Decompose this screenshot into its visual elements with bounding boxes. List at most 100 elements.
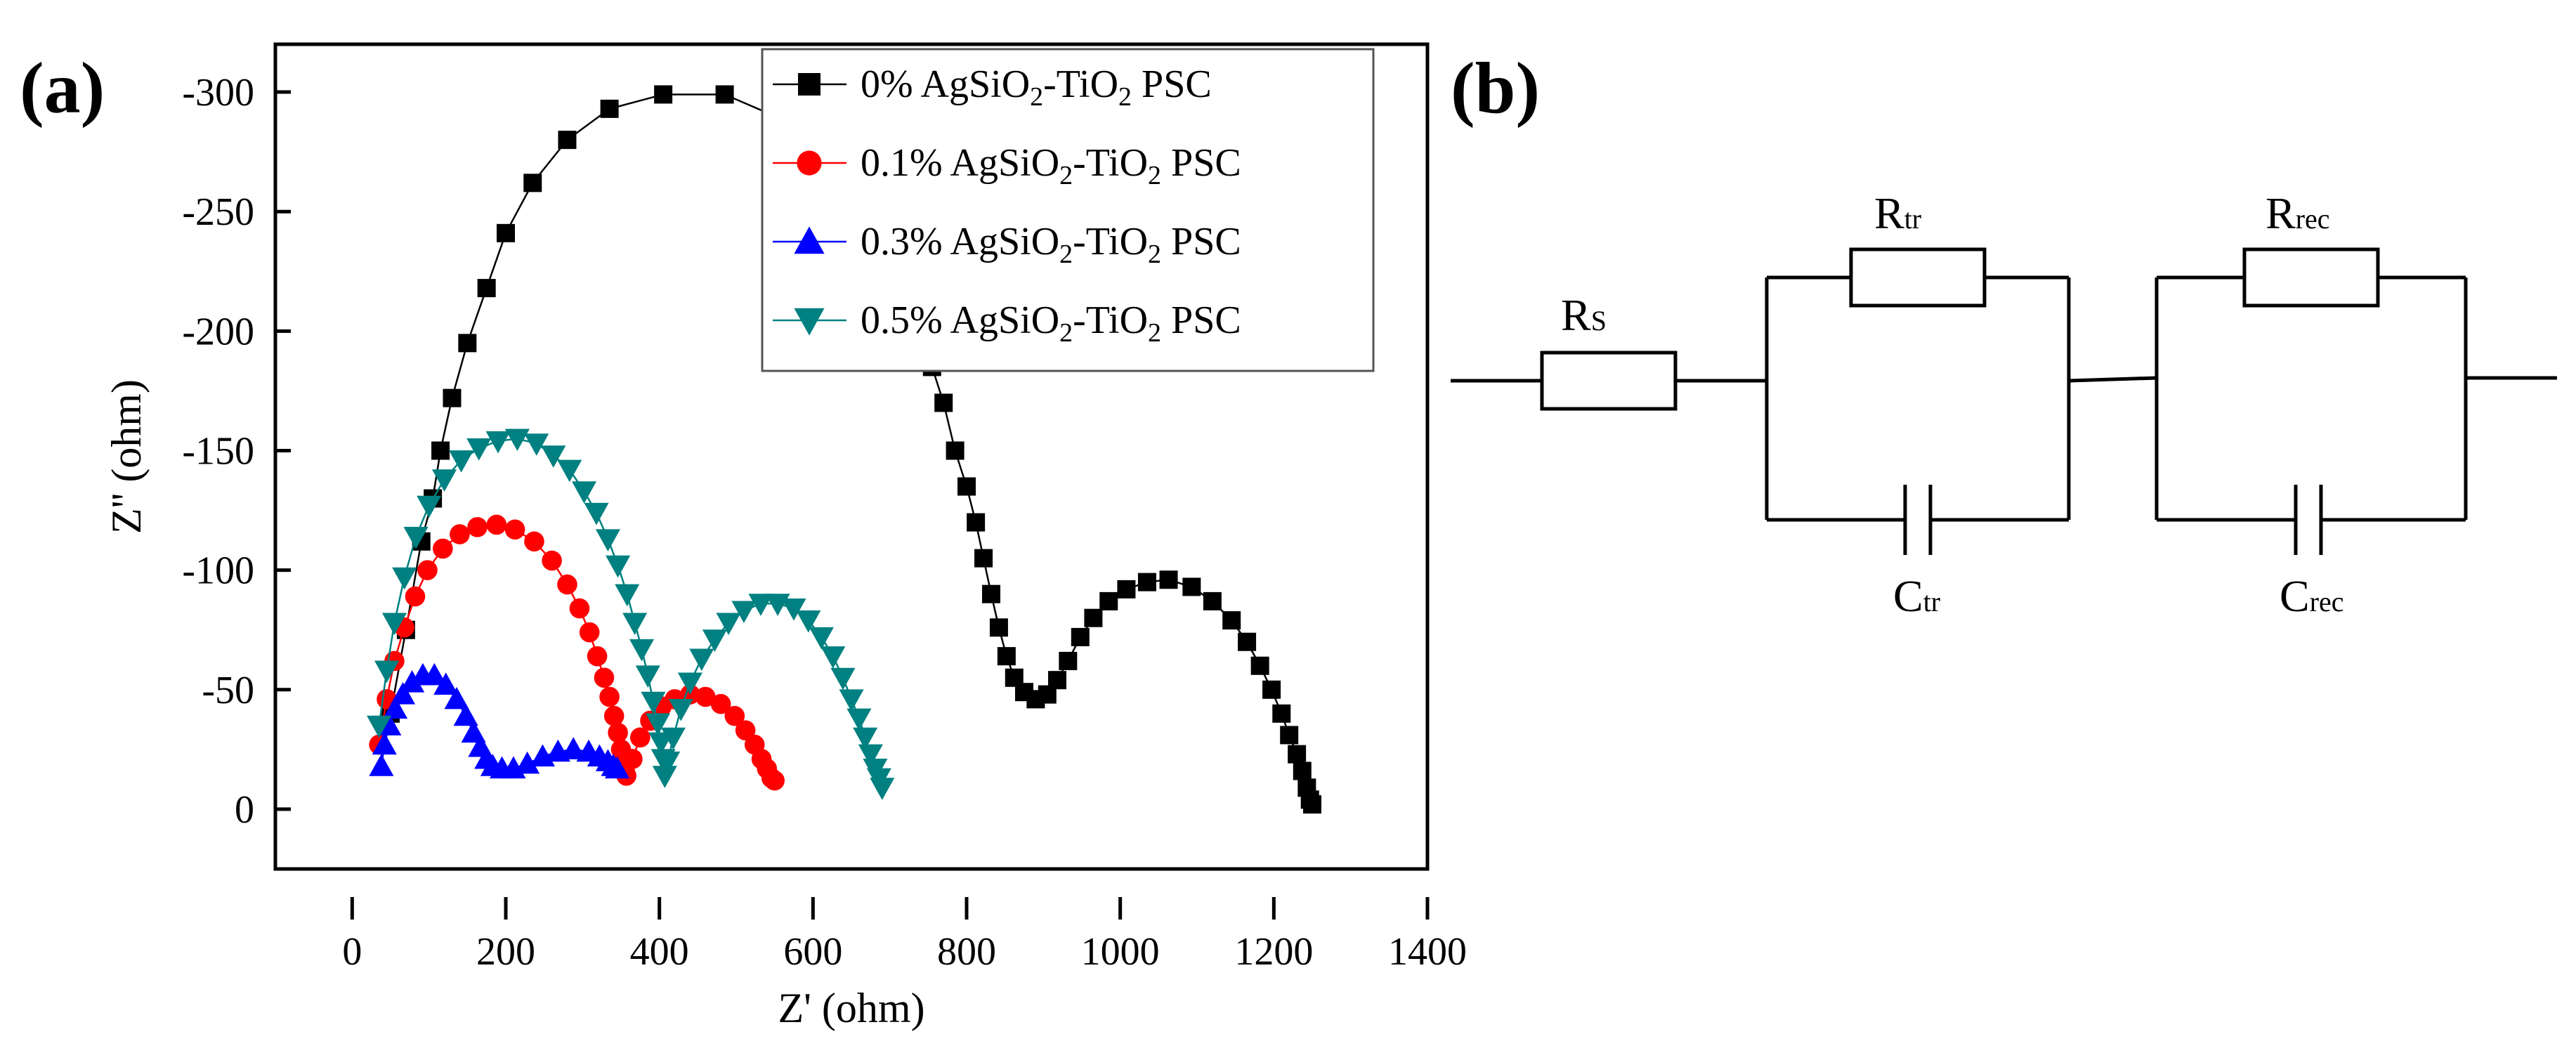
data-point [809,627,834,650]
data-point [599,686,620,707]
panel-label-a: (a) [20,48,105,129]
y-tick-label: 0 [235,788,254,832]
data-point [1272,704,1291,723]
data-point [542,550,562,571]
legend-entry: 0.3% AgSiO2-TiO2 PSC [861,220,1241,269]
plot-axes [273,42,1430,871]
data-point [523,174,542,192]
data-point [1084,608,1103,627]
data-point [603,705,625,726]
data-point [981,584,1000,603]
data-point [485,431,511,454]
x-ticks: 0 200 400 600 800 1000 1200 1400 [342,897,1467,974]
legend-entry: 0% AgSiO2-TiO2 PSC [861,63,1212,112]
data-point [839,689,864,712]
data-point [797,150,822,176]
x-tick-label: 800 [937,930,996,974]
data-point [477,279,496,298]
x-tick-label: 0 [342,930,362,974]
data-point [660,727,686,750]
data-point [1280,726,1299,745]
data-point [541,445,566,468]
data-point [381,613,407,636]
data-point [444,686,469,709]
data-point [1071,627,1090,646]
data-point [1048,671,1067,690]
label-rtr: Rtr [1874,188,1921,238]
data-point [561,737,586,759]
data-point [830,667,856,691]
series-2 [369,662,630,779]
data-point [431,441,450,460]
data-point [820,646,846,669]
data-point [654,85,673,104]
data-point [374,660,400,684]
data-point [458,334,477,353]
data-point [449,450,474,473]
data-point [595,529,620,551]
data-point [431,469,457,492]
data-point [504,429,530,452]
data-point [630,727,650,748]
data-point [781,599,806,621]
data-point [794,226,825,254]
data-point [710,693,731,714]
data-point [569,598,590,619]
data-point [600,99,619,118]
data-point [372,732,397,755]
resistor-rs [1540,351,1678,411]
data-point [689,648,714,672]
data-point [1159,570,1178,589]
data-point [1059,651,1078,670]
y-tick-label: -250 [182,190,254,234]
data-point [606,555,631,578]
data-point [796,610,821,633]
data-point [695,686,716,707]
data-point [400,670,425,693]
data-point [716,613,741,636]
data-point [594,667,615,688]
data-point [450,524,470,544]
data-point [403,526,429,549]
data-point [466,438,492,461]
data-point [1222,611,1241,630]
data-point [433,672,459,695]
data-point [558,131,577,150]
data-point [668,698,693,721]
equivalent-circuit [1451,247,2557,555]
data-point [584,502,609,525]
plot-frame [273,42,1430,871]
y-tick-label: -150 [182,429,254,473]
data-point [392,567,417,590]
data-point [1288,745,1307,764]
data-point [571,481,597,504]
panel-label-b: (b) [1451,48,1540,129]
legend-entry: 0.1% AgSiO2-TiO2 PSC [861,141,1241,190]
data-point [858,744,883,767]
data-point [608,722,628,743]
data-point [587,646,608,667]
data-point [579,622,600,643]
y-ticks: 0 -50 -100 -150 -200 -250 -300 [182,71,291,832]
x-tick-label: 200 [476,930,535,974]
data-point [635,665,660,688]
data-point [997,647,1016,666]
data-point [467,517,488,537]
legend-entry: 0.5% AgSiO2-TiO2 PSC [861,299,1241,348]
data-point [604,756,630,779]
data-point [557,459,582,483]
data-point [798,73,820,96]
data-point [524,433,549,456]
label-crec: Crec [2280,571,2344,621]
label-rs: RS [1561,290,1607,340]
data-point [1117,580,1136,599]
legend-box [761,48,1375,372]
data-point [557,574,577,595]
data-point [974,549,993,568]
data-point [641,691,666,714]
series-3 [367,429,895,800]
data-point [1303,795,1321,814]
data-point [946,441,965,460]
data-point [731,601,757,624]
